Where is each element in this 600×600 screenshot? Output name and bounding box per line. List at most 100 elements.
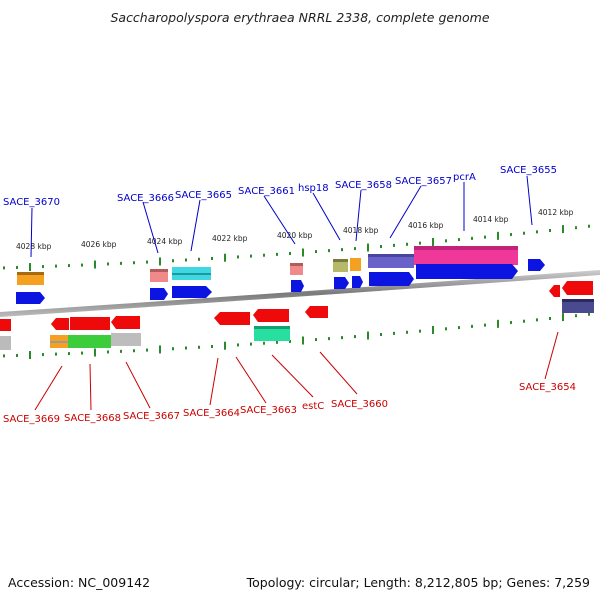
tick-mark [120,349,122,353]
tick-mark [393,243,395,247]
gene-label-sace-3664[interactable]: SACE_3664 [183,408,240,419]
gene-feature[interactable] [350,258,361,271]
gene-label-estc[interactable]: estC [302,401,324,412]
kbp-label: 4022 kbp [212,234,248,243]
gene-label-sace-3655[interactable]: SACE_3655 [500,165,557,176]
gene-label-sace-3658[interactable]: SACE_3658 [335,180,392,191]
gene-feature[interactable] [368,254,414,268]
gene-label-sace-3669[interactable]: SACE_3669 [3,414,60,425]
kbp-label: 4016 kbp [408,221,444,230]
gene-feature[interactable] [0,336,11,350]
gene-label-sace-3667[interactable]: SACE_3667 [123,411,180,422]
gene-arrow[interactable] [51,318,69,330]
tick-mark [94,260,96,269]
gene-feature[interactable] [111,333,141,346]
gene-feature [150,269,168,272]
gene-arrow[interactable] [528,259,545,271]
tick-mark [510,321,512,325]
tick-mark [458,238,460,242]
gene-arrow[interactable] [150,288,168,300]
tick-mark [484,323,486,327]
tick-mark [211,345,213,349]
gene-feature[interactable] [68,335,111,348]
gene-label-sace-3657[interactable]: SACE_3657 [395,176,452,187]
tick-mark [445,327,447,331]
gene-label-sace-3654[interactable]: SACE_3654 [519,382,576,393]
map-title: Saccharopolyspora erythraea NRRL 2338, c… [110,10,490,25]
tick-mark [575,226,577,230]
tick-mark [107,262,109,266]
tick-mark [276,340,278,344]
gene-arrow[interactable] [111,316,140,329]
tick-mark [523,231,525,235]
gene-feature [290,263,303,266]
tick-mark [250,254,252,258]
tick-mark [172,347,174,351]
gene-label-hsp18[interactable]: hsp18 [298,183,329,194]
gene-arrow[interactable] [369,272,414,286]
gene-arrow[interactable] [172,286,212,298]
gene-feature[interactable] [414,246,518,265]
kbp-labels: 4028 kbp 4026 kbp 4024 kbp 4022 kbp 4020… [16,208,574,251]
gene-feature[interactable] [150,269,168,282]
tick-mark [133,349,135,353]
kbp-label: 4020 kbp [277,231,313,240]
gene-label-sace-3670[interactable]: SACE_3670 [3,197,60,208]
tick-mark [302,248,304,257]
tick-mark [380,332,382,336]
gene-arrow[interactable] [562,281,593,295]
tick-mark [588,312,590,316]
gene-arrow[interactable] [416,264,518,279]
tick-mark [341,336,343,340]
tick-mark [536,318,538,322]
tick-mark [432,237,434,246]
gene-label-sace-3665[interactable]: SACE_3665 [175,190,232,201]
reverse-leader-lines [34,331,559,411]
gene-feature[interactable] [17,272,44,285]
tick-mark [29,263,31,272]
reverse-tick-row [3,312,590,360]
gene-arrow[interactable] [352,276,363,288]
gene-arrow[interactable] [549,285,560,297]
tick-mark [315,250,317,254]
gene-feature[interactable] [254,326,290,341]
gene-arrow[interactable] [305,306,328,318]
gene-arrow[interactable] [214,312,250,325]
gene-arrow[interactable] [334,277,349,289]
gene-feature[interactable] [562,299,594,313]
tick-mark [471,236,473,240]
gene-label-sace-3661[interactable]: SACE_3661 [238,186,295,197]
tick-mark [29,351,31,360]
gene-arrow[interactable] [253,309,289,322]
reverse-genes [0,281,594,350]
gene-feature [562,299,594,302]
gene-label-sace-3666[interactable]: SACE_3666 [117,193,174,204]
tick-mark [68,352,70,356]
topology-text: Topology: circular; Length: 8,212,805 bp… [246,575,590,590]
tick-mark [81,351,83,355]
gene-label-sace-3668[interactable]: SACE_3668 [64,413,121,424]
gene-arrow[interactable] [16,292,45,304]
gene-label-sace-3663[interactable]: SACE_3663 [240,405,297,416]
tick-mark [224,253,226,262]
gene-feature[interactable] [333,259,348,272]
tick-mark [367,243,369,252]
gene-arrow[interactable] [70,317,110,330]
gene-label-pcra[interactable]: pcrA [453,172,476,183]
tick-mark [159,345,161,354]
gene-feature [172,273,211,275]
tick-mark [211,257,213,261]
tick-mark [458,326,460,330]
tick-mark [3,354,5,358]
tick-mark [419,329,421,333]
kbp-label: 4018 kbp [343,226,379,235]
gene-arrow[interactable] [0,319,11,331]
tick-mark [133,261,135,265]
tick-mark [185,346,187,350]
tick-mark [198,257,200,261]
tick-mark [588,224,590,228]
gene-label-sace-3660[interactable]: SACE_3660 [331,399,388,410]
gene-arrow[interactable] [291,280,304,292]
genome-backbone [0,270,600,317]
tick-mark [42,353,44,357]
